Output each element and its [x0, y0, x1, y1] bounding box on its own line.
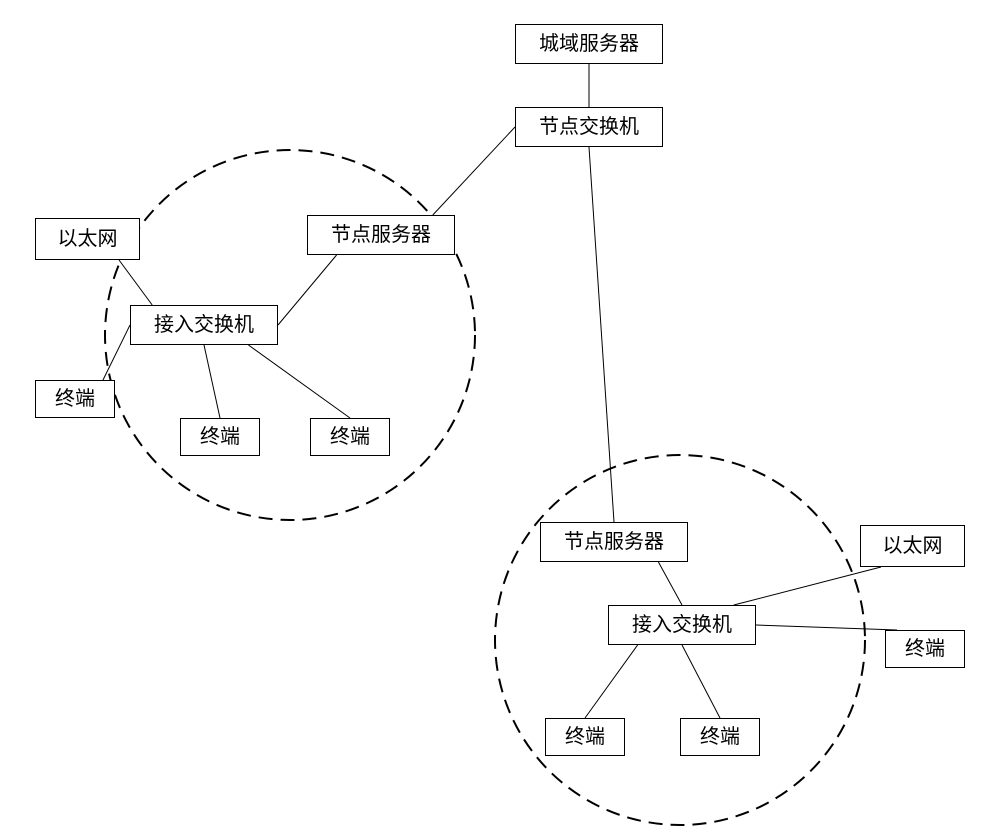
edge-line — [119, 260, 152, 305]
node-label: 节点交换机 — [539, 116, 639, 138]
node-label: 终端 — [905, 638, 945, 660]
edge-line — [204, 345, 220, 418]
connections-layer — [0, 0, 1000, 827]
edge-line — [248, 345, 350, 418]
edge-line — [756, 625, 897, 630]
node-terminal-2a: 终端 — [885, 630, 965, 668]
node-label: 终端 — [700, 726, 740, 748]
edge-line — [433, 127, 515, 215]
node-metro-server: 城域服务器 — [515, 24, 663, 64]
node-terminal-2b: 终端 — [545, 718, 625, 756]
node-terminal-1a: 终端 — [35, 380, 115, 418]
node-node-server-2: 节点服务器 — [540, 522, 688, 562]
node-label: 终端 — [200, 426, 240, 448]
node-label: 节点服务器 — [331, 224, 431, 246]
node-label: 终端 — [330, 426, 370, 448]
edge-line — [682, 645, 720, 718]
node-access-switch-2: 接入交换机 — [608, 605, 756, 645]
node-label: 以太网 — [883, 535, 943, 557]
node-label: 以太网 — [58, 228, 118, 250]
node-label: 城域服务器 — [539, 33, 639, 55]
node-node-server-1: 节点服务器 — [307, 215, 455, 255]
edge-line — [103, 325, 130, 380]
edge-line — [658, 562, 682, 605]
node-label: 节点服务器 — [564, 531, 664, 553]
node-label: 终端 — [55, 388, 95, 410]
node-label: 终端 — [565, 726, 605, 748]
edge-line — [589, 147, 614, 522]
node-label: 接入交换机 — [632, 614, 732, 636]
edge-line — [278, 255, 337, 325]
node-node-switch: 节点交换机 — [515, 107, 663, 147]
edge-line — [585, 645, 638, 718]
node-terminal-1b: 终端 — [180, 418, 260, 456]
node-ethernet-2: 以太网 — [860, 525, 965, 567]
diagram-canvas: 城域服务器节点交换机节点服务器以太网接入交换机终端终端终端节点服务器接入交换机以… — [0, 0, 1000, 827]
node-terminal-2c: 终端 — [680, 718, 760, 756]
node-label: 接入交换机 — [154, 314, 254, 336]
node-ethernet-1: 以太网 — [35, 218, 140, 260]
node-access-switch-1: 接入交换机 — [130, 305, 278, 345]
node-terminal-1c: 终端 — [310, 418, 390, 456]
edge-line — [734, 567, 881, 605]
